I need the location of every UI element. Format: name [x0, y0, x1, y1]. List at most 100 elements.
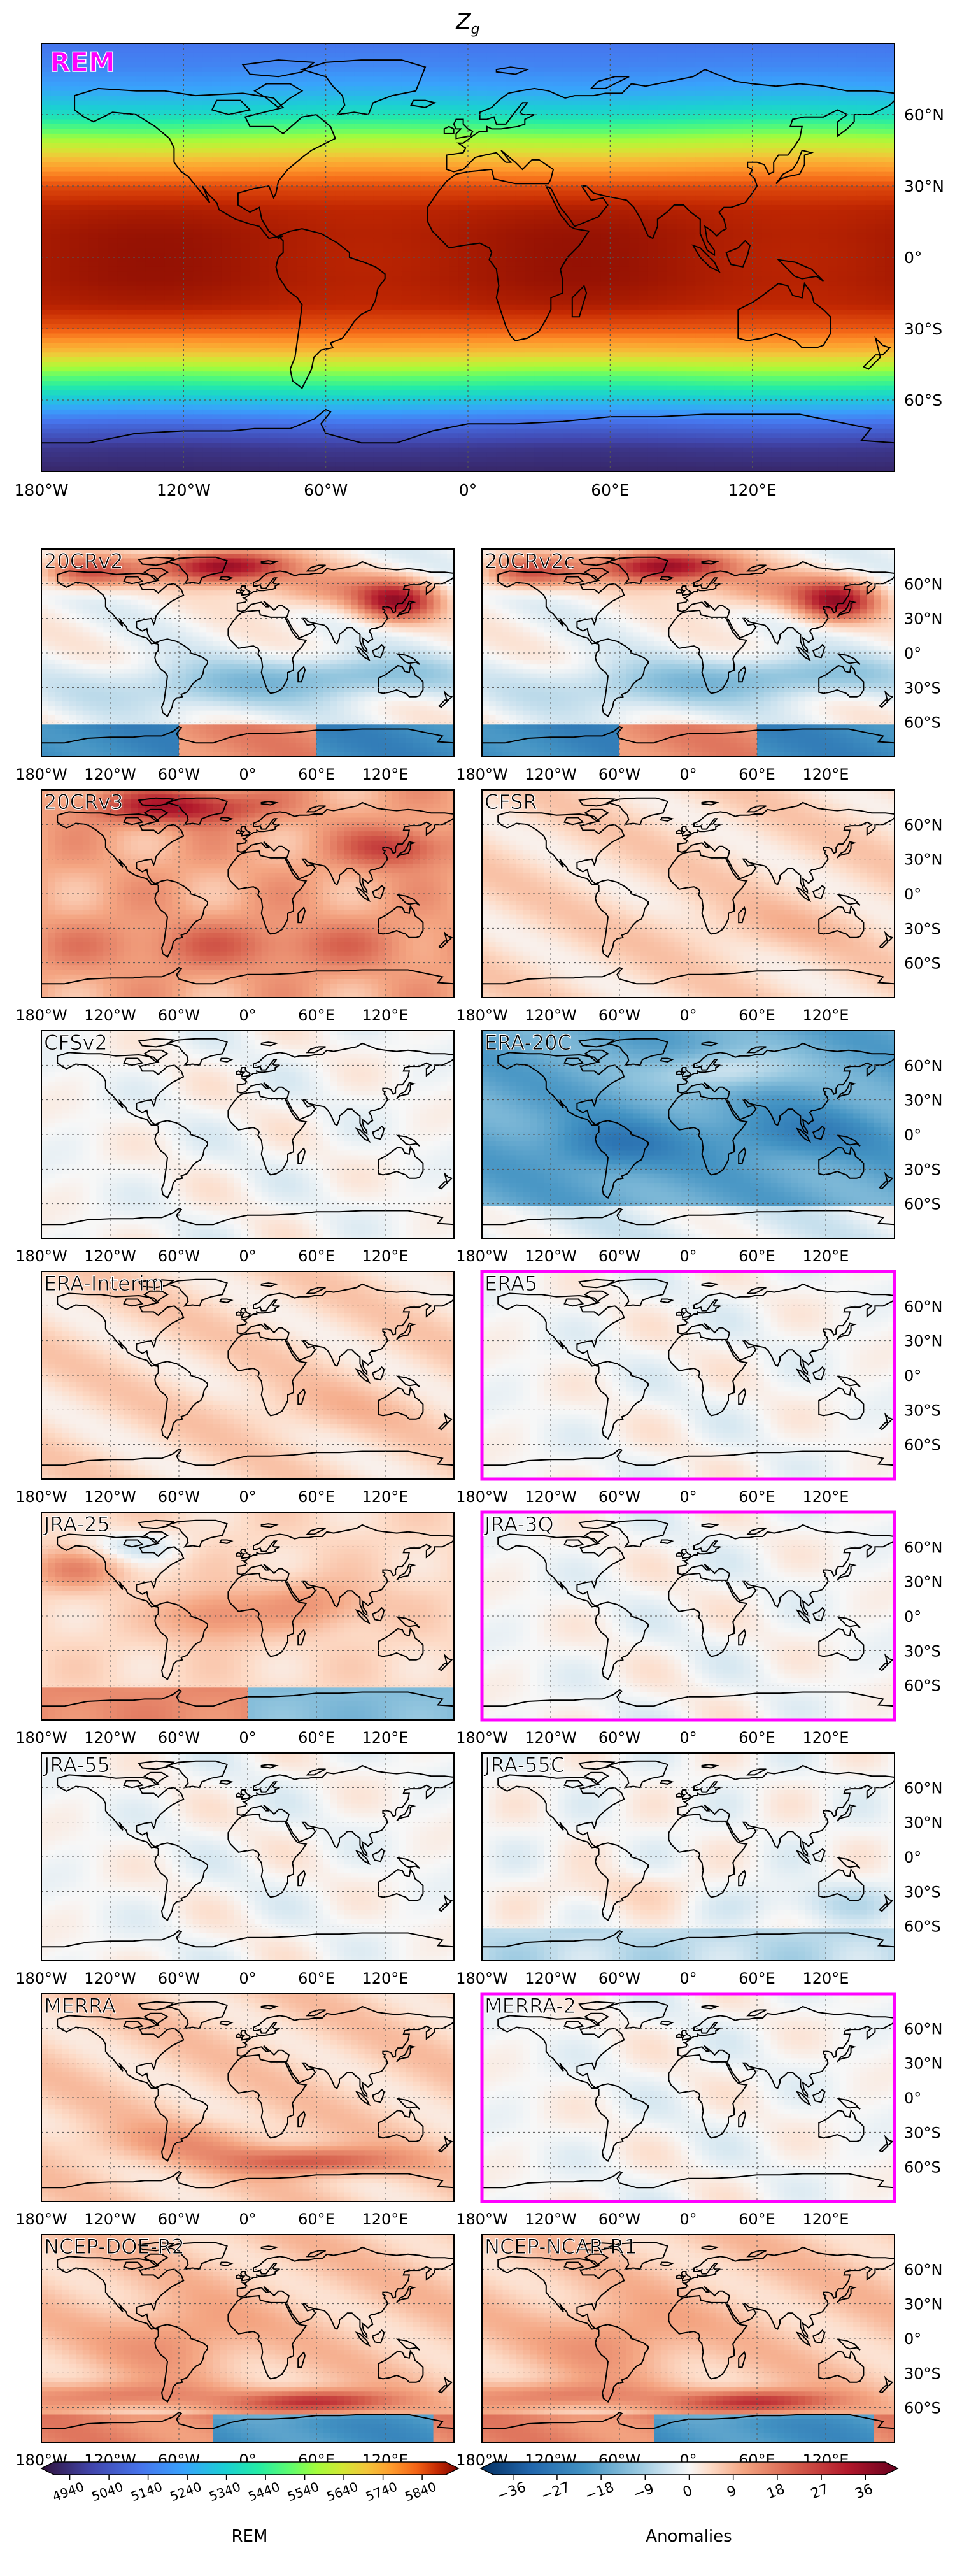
rem-field-cell — [174, 271, 184, 277]
rem-field-cell — [325, 71, 336, 77]
rem-field-cell — [572, 52, 583, 58]
rem-field-cell — [136, 100, 146, 106]
rem-field-cell — [733, 52, 744, 58]
rem-field-cell — [41, 57, 52, 63]
rem-field-cell — [553, 157, 563, 163]
rem-field-cell — [117, 186, 127, 192]
rem-field-cell — [50, 124, 61, 129]
rem-field-cell — [828, 285, 838, 291]
rem-field-cell — [544, 62, 554, 68]
rem-field-cell — [344, 62, 355, 68]
rem-field-cell — [288, 96, 298, 101]
rem-field-cell — [506, 300, 516, 306]
rem-field-cell — [572, 210, 583, 215]
rem-field-cell — [117, 266, 127, 272]
rem-field-cell — [259, 266, 269, 272]
rem-field-cell — [136, 229, 146, 234]
rem-field-cell — [50, 252, 61, 258]
rem-field-cell — [800, 210, 810, 215]
rem-field-cell — [591, 271, 602, 277]
rem-field-cell — [60, 100, 71, 106]
rem-field-cell — [449, 76, 459, 82]
rem-field-cell — [325, 262, 336, 268]
rem-field-cell — [88, 290, 99, 296]
rem-field-cell — [383, 143, 393, 148]
rem-field-cell — [800, 52, 810, 58]
rem-field-cell — [647, 285, 658, 291]
rem-field-cell — [221, 181, 232, 187]
rem-field-cell — [174, 52, 184, 58]
rem-field-cell — [676, 119, 687, 125]
rem-field-cell — [354, 100, 364, 106]
rem-field-cell — [752, 52, 763, 58]
rem-field-cell — [108, 48, 118, 54]
rem-field-cell — [155, 285, 166, 291]
rem-field-cell — [761, 181, 772, 187]
rem-field-cell — [477, 124, 488, 129]
rem-field-cell — [288, 176, 298, 182]
rem-field-cell — [695, 90, 705, 96]
rem-field-cell — [288, 124, 298, 129]
rem-field-cell — [686, 43, 696, 49]
rem-field-cell — [278, 129, 288, 134]
rem-field-cell — [145, 133, 156, 139]
rem-field-cell — [714, 300, 725, 306]
rem-field-cell — [269, 86, 279, 92]
rem-field-cell — [657, 152, 668, 158]
rem-field-cell — [221, 176, 232, 182]
rem-field-cell — [202, 257, 213, 263]
rem-field-cell — [553, 167, 563, 173]
rem-field-cell — [525, 229, 535, 234]
rem-field-cell — [695, 200, 705, 206]
rem-field-cell — [69, 304, 80, 310]
rem-field-cell — [506, 90, 516, 96]
rem-field-cell — [202, 252, 213, 258]
rem-field-cell — [676, 233, 687, 239]
rem-field-cell — [600, 171, 611, 177]
rem-field-cell — [781, 67, 791, 73]
rem-field-cell — [809, 271, 819, 277]
rem-field-cell — [667, 90, 677, 96]
rem-field-cell — [506, 204, 516, 210]
rem-field-cell — [705, 200, 715, 206]
rem-field-cell — [724, 129, 734, 134]
rem-field-cell — [278, 157, 288, 163]
rem-field-cell — [108, 143, 118, 148]
rem-field-cell — [714, 57, 725, 63]
rem-field-cell — [449, 243, 459, 248]
rem-field-cell — [761, 148, 772, 154]
rem-field-cell — [600, 281, 611, 287]
rem-field-cell — [430, 48, 440, 54]
rem-field-cell — [553, 285, 563, 291]
rem-field-cell — [837, 252, 848, 258]
rem-field-cell — [667, 52, 677, 58]
rem-field-cell — [325, 229, 336, 234]
rem-field-cell — [714, 110, 725, 115]
rem-field-cell — [127, 90, 137, 96]
rem-field-cell — [41, 167, 52, 173]
rem-field-cell — [686, 281, 696, 287]
rem-field-cell — [50, 119, 61, 125]
rem-field-cell — [600, 290, 611, 296]
rem-field-cell — [790, 171, 800, 177]
rem-field-cell — [875, 110, 886, 115]
rem-field-cell — [515, 204, 525, 210]
rem-field-cell — [562, 43, 573, 49]
rem-field-cell — [771, 76, 781, 82]
rem-field-cell — [790, 76, 800, 82]
rem-field-cell — [572, 81, 583, 87]
rem-field-cell — [50, 76, 61, 82]
rem-field-cell — [127, 243, 137, 248]
rem-field-cell — [657, 224, 668, 229]
rem-field-cell — [534, 219, 544, 225]
rem-field-cell — [259, 171, 269, 177]
rem-field-cell — [354, 266, 364, 272]
rem-field-cell — [534, 233, 544, 239]
rem-field-cell — [486, 300, 497, 306]
rem-field-cell — [468, 233, 478, 239]
rem-field-cell — [468, 110, 478, 115]
rem-field-cell — [553, 143, 563, 148]
rem-field-cell — [600, 266, 611, 272]
rem-field-cell — [752, 233, 763, 239]
rem-field-cell — [629, 148, 639, 154]
